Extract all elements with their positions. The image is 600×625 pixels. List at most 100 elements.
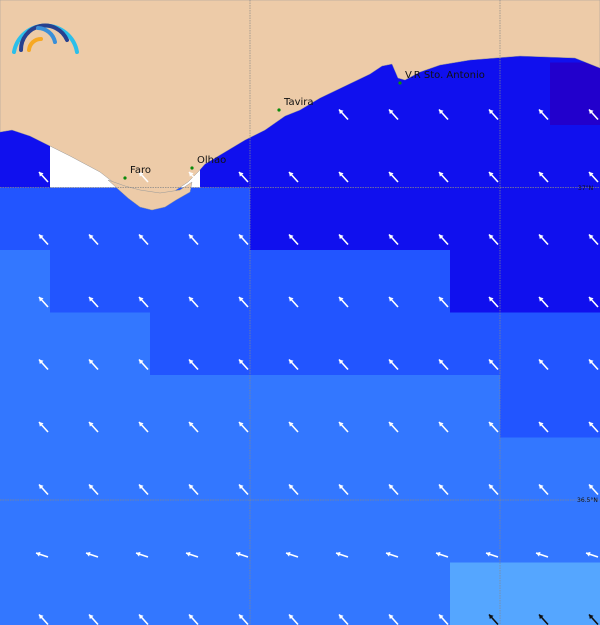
current-cell	[250, 375, 301, 438]
current-arrow-icon	[338, 483, 349, 496]
current-arrow-icon	[188, 613, 199, 625]
current-arrow-icon	[338, 108, 349, 121]
current-cell	[350, 312, 401, 376]
current-arrow-icon	[188, 171, 199, 183]
current-cell	[450, 125, 501, 188]
current-arrow-icon	[288, 171, 299, 183]
current-cell	[400, 125, 451, 188]
current-cell	[100, 500, 151, 563]
current-cell	[500, 500, 551, 563]
current-arrow-icon	[438, 421, 449, 433]
current-arrow-icon	[588, 483, 599, 496]
current-arrow-icon	[388, 421, 399, 433]
current-cell	[0, 562, 51, 625]
current-cell	[0, 437, 51, 501]
current-arrow-icon	[38, 483, 49, 496]
current-cell	[0, 187, 51, 251]
city-markers: Faro Olhao Tavira V.R Sto. Antonio	[123, 70, 485, 180]
current-arrow-icon	[535, 551, 549, 558]
current-cell	[400, 312, 451, 376]
current-cell	[250, 562, 301, 625]
current-cell	[500, 62, 551, 126]
current-arrow-icon	[538, 296, 549, 308]
current-arrow-icon	[588, 613, 599, 625]
current-cell	[500, 437, 551, 501]
city-marker-faro	[123, 176, 127, 180]
current-arrow-icon	[438, 358, 449, 371]
current-cell	[50, 437, 101, 501]
current-cell	[100, 312, 151, 376]
current-cell	[50, 562, 101, 625]
current-arrow-icon	[38, 296, 49, 308]
current-cell	[550, 375, 600, 438]
current-cell	[550, 562, 600, 625]
current-arrow-icon	[138, 171, 149, 183]
current-arrow-icon	[88, 171, 99, 183]
current-arrow-icon	[488, 358, 499, 371]
current-arrow-icon	[588, 296, 599, 308]
current-cell	[0, 250, 51, 313]
current-arrow-icon	[488, 171, 499, 183]
city-label-olhao: Olhao	[197, 155, 226, 166]
current-arrow-icon	[488, 483, 499, 496]
logo	[12, 23, 79, 54]
city-label-tavira: Tavira	[283, 97, 314, 108]
current-cell	[150, 312, 201, 376]
city-label-vrsa: V.R Sto. Antonio	[405, 70, 485, 81]
current-cell	[100, 562, 151, 625]
current-cell	[350, 187, 401, 251]
current-arrow-icon	[238, 421, 249, 433]
current-arrow-icon	[438, 483, 449, 496]
current-cell	[450, 187, 501, 251]
current-cell	[450, 62, 501, 126]
current-arrow-icon	[135, 551, 149, 558]
current-cell	[300, 437, 351, 501]
current-cell	[500, 312, 551, 376]
current-arrow-icon	[338, 613, 349, 625]
current-arrow-icon	[38, 358, 49, 371]
current-arrow-icon	[588, 171, 599, 183]
current-arrow-icon	[185, 551, 199, 558]
current-cell	[350, 375, 401, 438]
current-arrow-icon	[588, 108, 599, 121]
current-cell	[550, 125, 600, 188]
current-arrow-icon	[235, 551, 249, 558]
current-arrow-icon	[88, 483, 99, 496]
current-cell	[550, 500, 600, 563]
current-arrow-icon	[488, 108, 499, 121]
current-arrow-icon	[138, 483, 149, 496]
current-arrow-icon	[288, 358, 299, 371]
current-arrow-icon	[238, 613, 249, 625]
current-cell	[200, 375, 251, 438]
current-arrow-icon	[338, 358, 349, 371]
city-marker-vrsa	[398, 81, 402, 85]
current-arrow-icon	[538, 171, 549, 183]
current-cell	[500, 375, 551, 438]
current-cell	[250, 312, 301, 376]
current-cell	[450, 437, 501, 501]
current-cell	[400, 375, 451, 438]
current-arrow-icon	[88, 296, 99, 308]
current-arrow-icon	[438, 108, 449, 121]
current-cell	[300, 375, 351, 438]
current-cell	[200, 312, 251, 376]
current-arrow-icon	[188, 233, 199, 246]
current-arrow-icon	[35, 551, 49, 558]
current-arrow-icon	[385, 551, 399, 558]
current-arrow-icon	[138, 296, 149, 308]
current-cell	[500, 562, 551, 625]
current-cell	[350, 437, 401, 501]
current-cell	[50, 500, 101, 563]
current-cell	[550, 312, 600, 376]
current-cell	[200, 437, 251, 501]
current-arrow-icon	[88, 233, 99, 246]
current-arrow-icon	[238, 233, 249, 246]
current-cell	[0, 500, 51, 563]
current-cell	[250, 125, 301, 188]
current-arrow-icon	[238, 358, 249, 371]
current-arrow-icon	[585, 551, 599, 558]
current-cell	[450, 250, 501, 313]
current-cell	[200, 500, 251, 563]
